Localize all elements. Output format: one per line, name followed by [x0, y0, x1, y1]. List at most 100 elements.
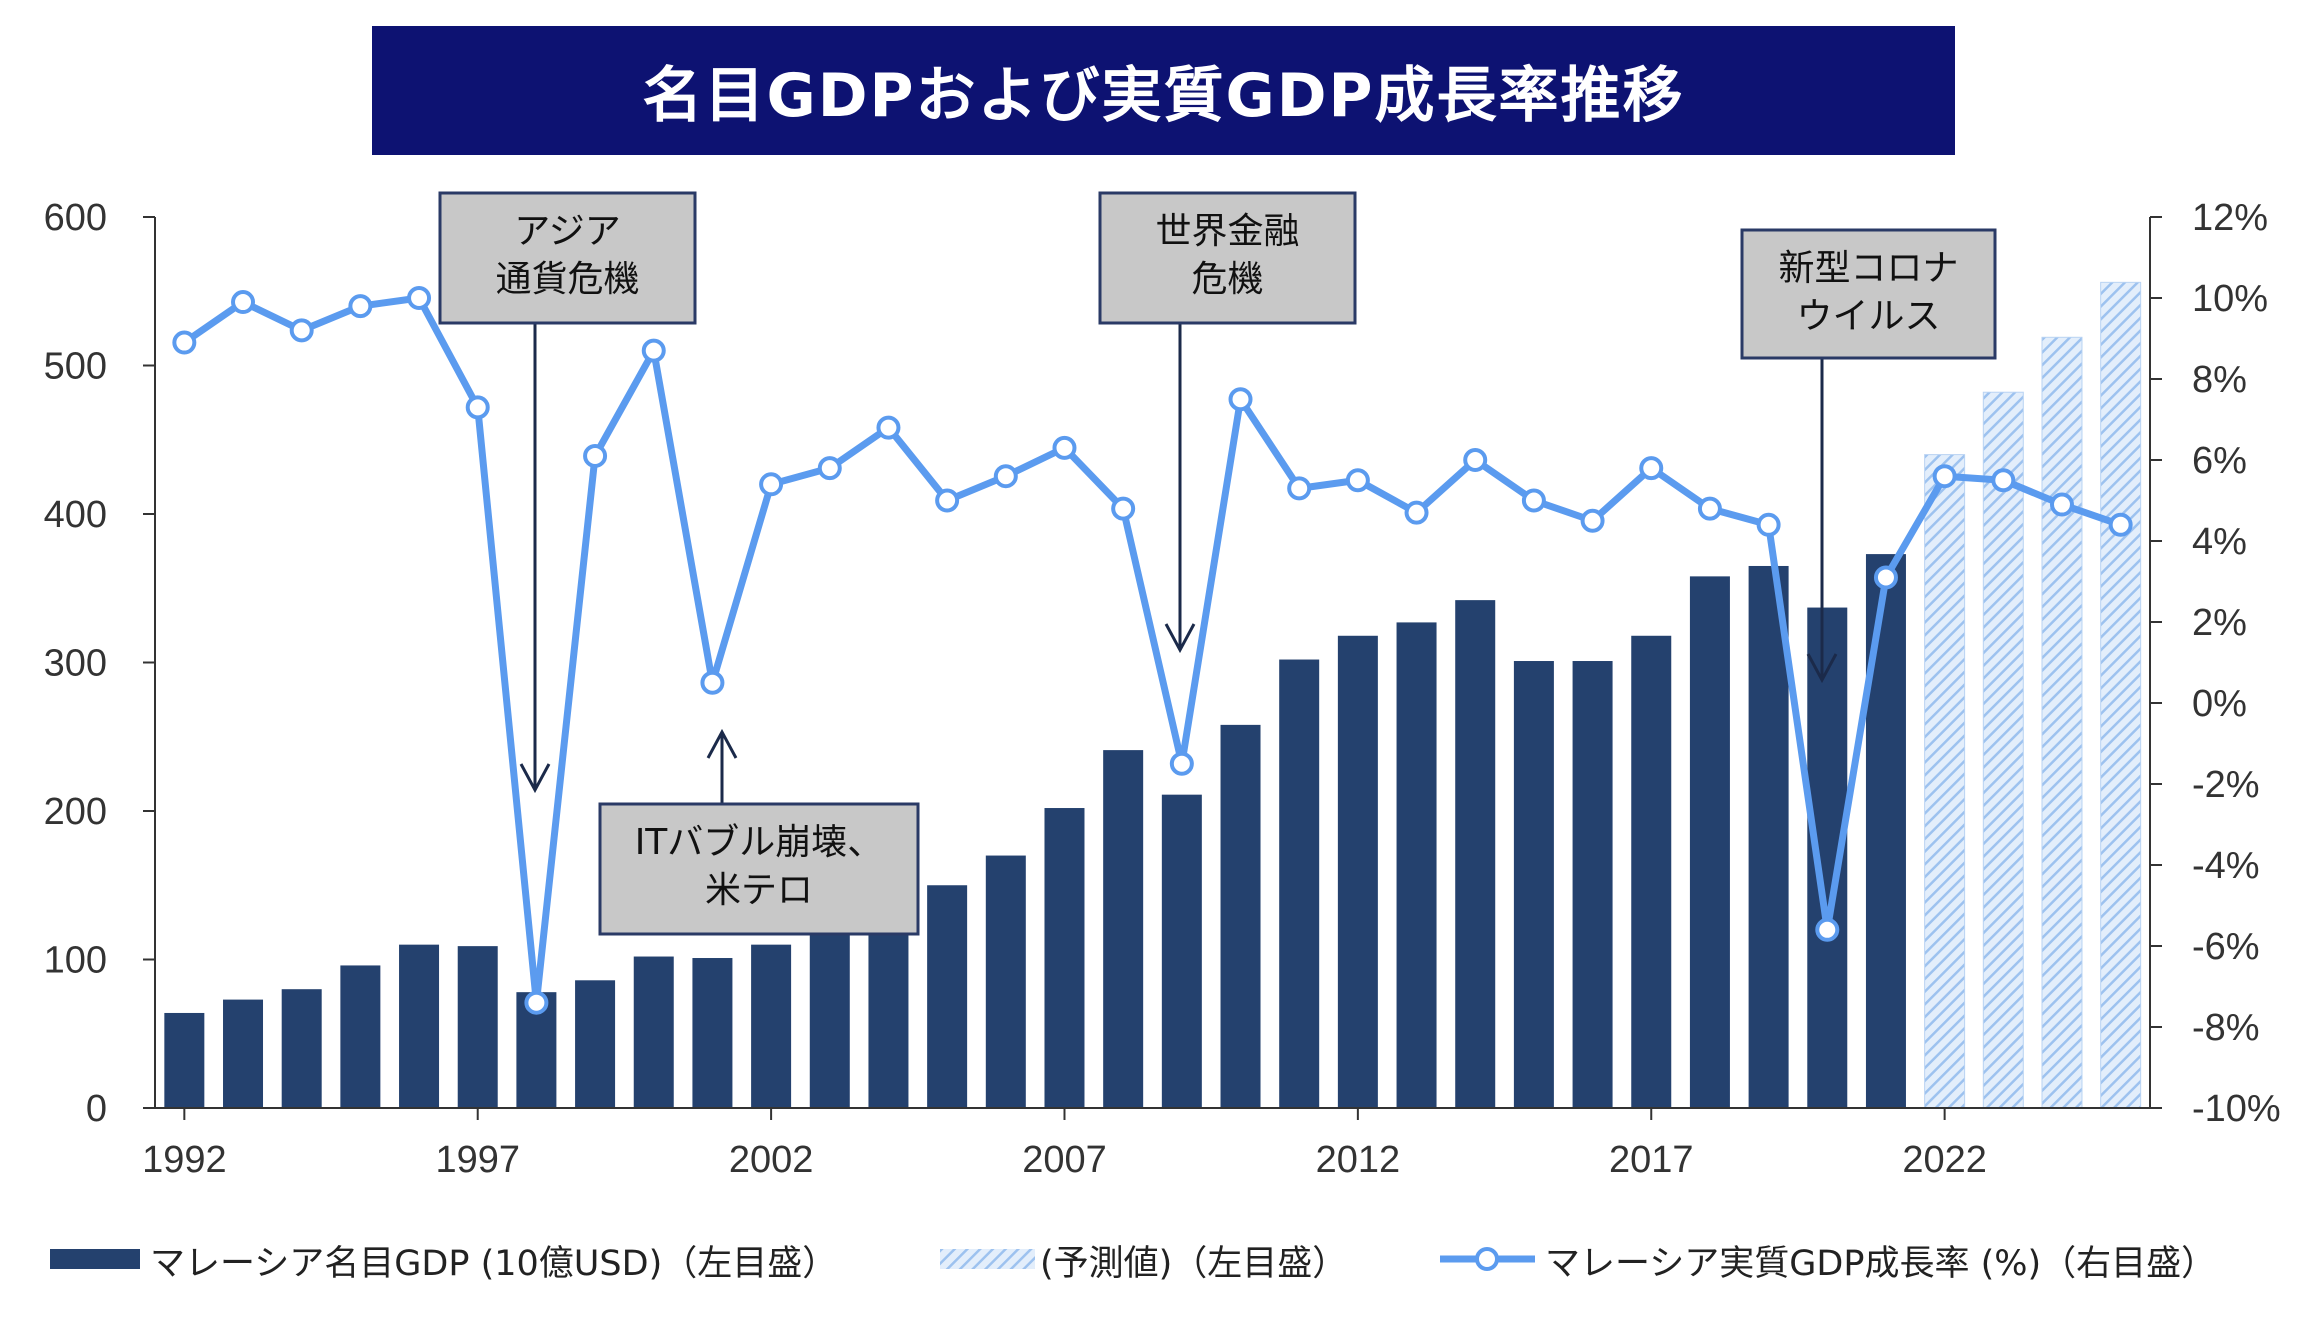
- left-tick-label: 300: [44, 643, 107, 685]
- left-tick-label: 600: [44, 197, 107, 239]
- annotation-label: ウイルス: [1796, 296, 1940, 337]
- gdp-bar-2008: [1103, 750, 1144, 1108]
- growth-point-2025: [2108, 512, 2133, 537]
- gdp-bar-1995: [340, 965, 381, 1108]
- right-tick-label: 0%: [2192, 683, 2247, 725]
- gdp-bar-2012: [1337, 635, 1378, 1108]
- gdp-bar-2004: [868, 906, 909, 1108]
- annotation-2001: ITバブル崩壊、米テロ: [598, 728, 920, 936]
- legend-swatch-gdp: [50, 1249, 140, 1269]
- gdp-bar-2010: [1220, 724, 1261, 1108]
- right-tick-label: 6%: [2192, 440, 2247, 482]
- gdp-bar-2015: [1513, 661, 1554, 1108]
- legend-label-growth: マレーシア実質GDP成長率 (%)（右目盛）: [1545, 1244, 2216, 1284]
- growth-point-2000: [641, 338, 666, 363]
- growth-point-2013: [1404, 500, 1429, 525]
- annotation-box: [598, 802, 920, 936]
- annotation-label: アジア: [514, 211, 621, 252]
- gdp-bar-2007: [1044, 808, 1085, 1108]
- growth-point-1998: [524, 990, 549, 1015]
- axes-layer: 0 100 200 300 400 500 600 -10% -8% -6% -4% -2% 0% 2% 4…: [44, 197, 2281, 1181]
- gdp-bar-1992: [164, 1012, 205, 1108]
- gdp-forecast-bar-2025: [2100, 281, 2142, 1109]
- right-tick-label: -10%: [2192, 1088, 2281, 1130]
- chart-title: 名目GDPおよび実質GDP成長率推移: [642, 61, 1685, 131]
- growth-point-2008: [1111, 496, 1136, 521]
- growth-point-2003: [817, 456, 842, 481]
- right-tick-label: -6%: [2192, 926, 2260, 968]
- growth-point-2009: [1169, 751, 1194, 776]
- growth-point-2006: [993, 464, 1018, 489]
- right-tick-label: 2%: [2192, 602, 2247, 644]
- left-tick-label: 100: [44, 940, 107, 982]
- gdp-forecast-bar-2022: [1924, 454, 1966, 1109]
- gdp-bar-2021: [1865, 554, 1906, 1108]
- growth-point-2019: [1756, 512, 1781, 537]
- legend-label-forecast: (予測値)（左目盛）: [1040, 1244, 1347, 1284]
- gdp-bar-2006: [985, 855, 1026, 1108]
- legend-item-forecast: (予測値)（左目盛）: [940, 1244, 1347, 1284]
- gdp-bar-2017: [1631, 635, 1672, 1108]
- gdp-bar-1994: [281, 989, 322, 1108]
- right-tick-label: 8%: [2192, 359, 2247, 401]
- legend: マレーシア名目GDP (10億USD)（左目盛） (予測値)（左目盛） マレーシア実…: [50, 1244, 2216, 1284]
- gdp-bar-2002: [751, 944, 792, 1108]
- gdp-bar-1996: [399, 944, 440, 1108]
- x-tick-label: 1997: [435, 1139, 520, 1181]
- growth-point-2002: [759, 472, 784, 497]
- annotation-arrowhead: [1806, 653, 1838, 684]
- right-tick-label: 10%: [2192, 278, 2268, 320]
- annotation-box: [438, 191, 697, 325]
- annotation-label: 米テロ: [705, 870, 813, 911]
- gdp-bar-2016: [1572, 661, 1613, 1108]
- chart-title-banner: 名目GDPおよび実質GDP成長率推移: [372, 26, 1955, 155]
- gdp-bar-2019: [1748, 565, 1789, 1108]
- x-tick-label: 2002: [729, 1139, 814, 1181]
- annotation-arrowhead: [1164, 623, 1196, 654]
- growth-point-2021: [1873, 565, 1898, 590]
- right-tick-label: 12%: [2192, 197, 2268, 239]
- gdp-bar-2011: [1279, 659, 1320, 1108]
- gdp-bar-2014: [1455, 600, 1496, 1108]
- growth-point-1995: [348, 294, 373, 319]
- annotation-label: ITバブル崩壊、: [635, 822, 884, 863]
- gdp-forecast-bar-2024: [2041, 336, 2083, 1109]
- gdp-bar-1997: [457, 946, 498, 1108]
- growth-point-1993: [231, 290, 256, 315]
- x-tick-label: 2017: [1609, 1139, 1694, 1181]
- annotation-arrowhead: [706, 728, 738, 759]
- right-tick-label: 4%: [2192, 521, 2247, 563]
- legend-item-gdp: マレーシア名目GDP (10億USD)（左目盛）: [50, 1244, 837, 1284]
- growth-point-2010: [1228, 387, 1253, 412]
- growth-line-layer: [172, 286, 2133, 1015]
- gdp-forecast-bar-2023: [1982, 391, 2024, 1109]
- growth-point-2012: [1345, 468, 1370, 493]
- growth-point-2001: [700, 670, 725, 695]
- growth-point-1994: [289, 318, 314, 343]
- annotation-arrowhead: [519, 763, 551, 794]
- growth-point-1992: [172, 330, 197, 355]
- growth-point-2007: [1052, 435, 1077, 460]
- growth-point-1999: [583, 443, 608, 468]
- x-tick-label: 2012: [1316, 1139, 1401, 1181]
- gdp-bar-2009: [1161, 794, 1202, 1108]
- right-tick-label: -4%: [2192, 845, 2260, 887]
- annotation-label: 新型コロナ: [1778, 248, 1958, 289]
- annotation-box: [1098, 191, 1357, 325]
- gdp-bar-2000: [633, 956, 674, 1108]
- growth-point-2005: [935, 488, 960, 513]
- growth-point-1997: [465, 395, 490, 420]
- annotation-label: 世界金融: [1155, 211, 1299, 252]
- growth-point-2015: [1521, 488, 1546, 513]
- annotation-label: 危機: [1191, 259, 1263, 300]
- right-tick-label: -8%: [2192, 1007, 2260, 1049]
- growth-point-2022: [1932, 464, 1957, 489]
- left-tick-label: 200: [44, 791, 107, 833]
- growth-point-2024: [2049, 492, 2074, 517]
- gdp-bar-2001: [692, 958, 733, 1108]
- growth-point-2023: [1991, 468, 2016, 493]
- gdp-bar-1999: [575, 980, 616, 1108]
